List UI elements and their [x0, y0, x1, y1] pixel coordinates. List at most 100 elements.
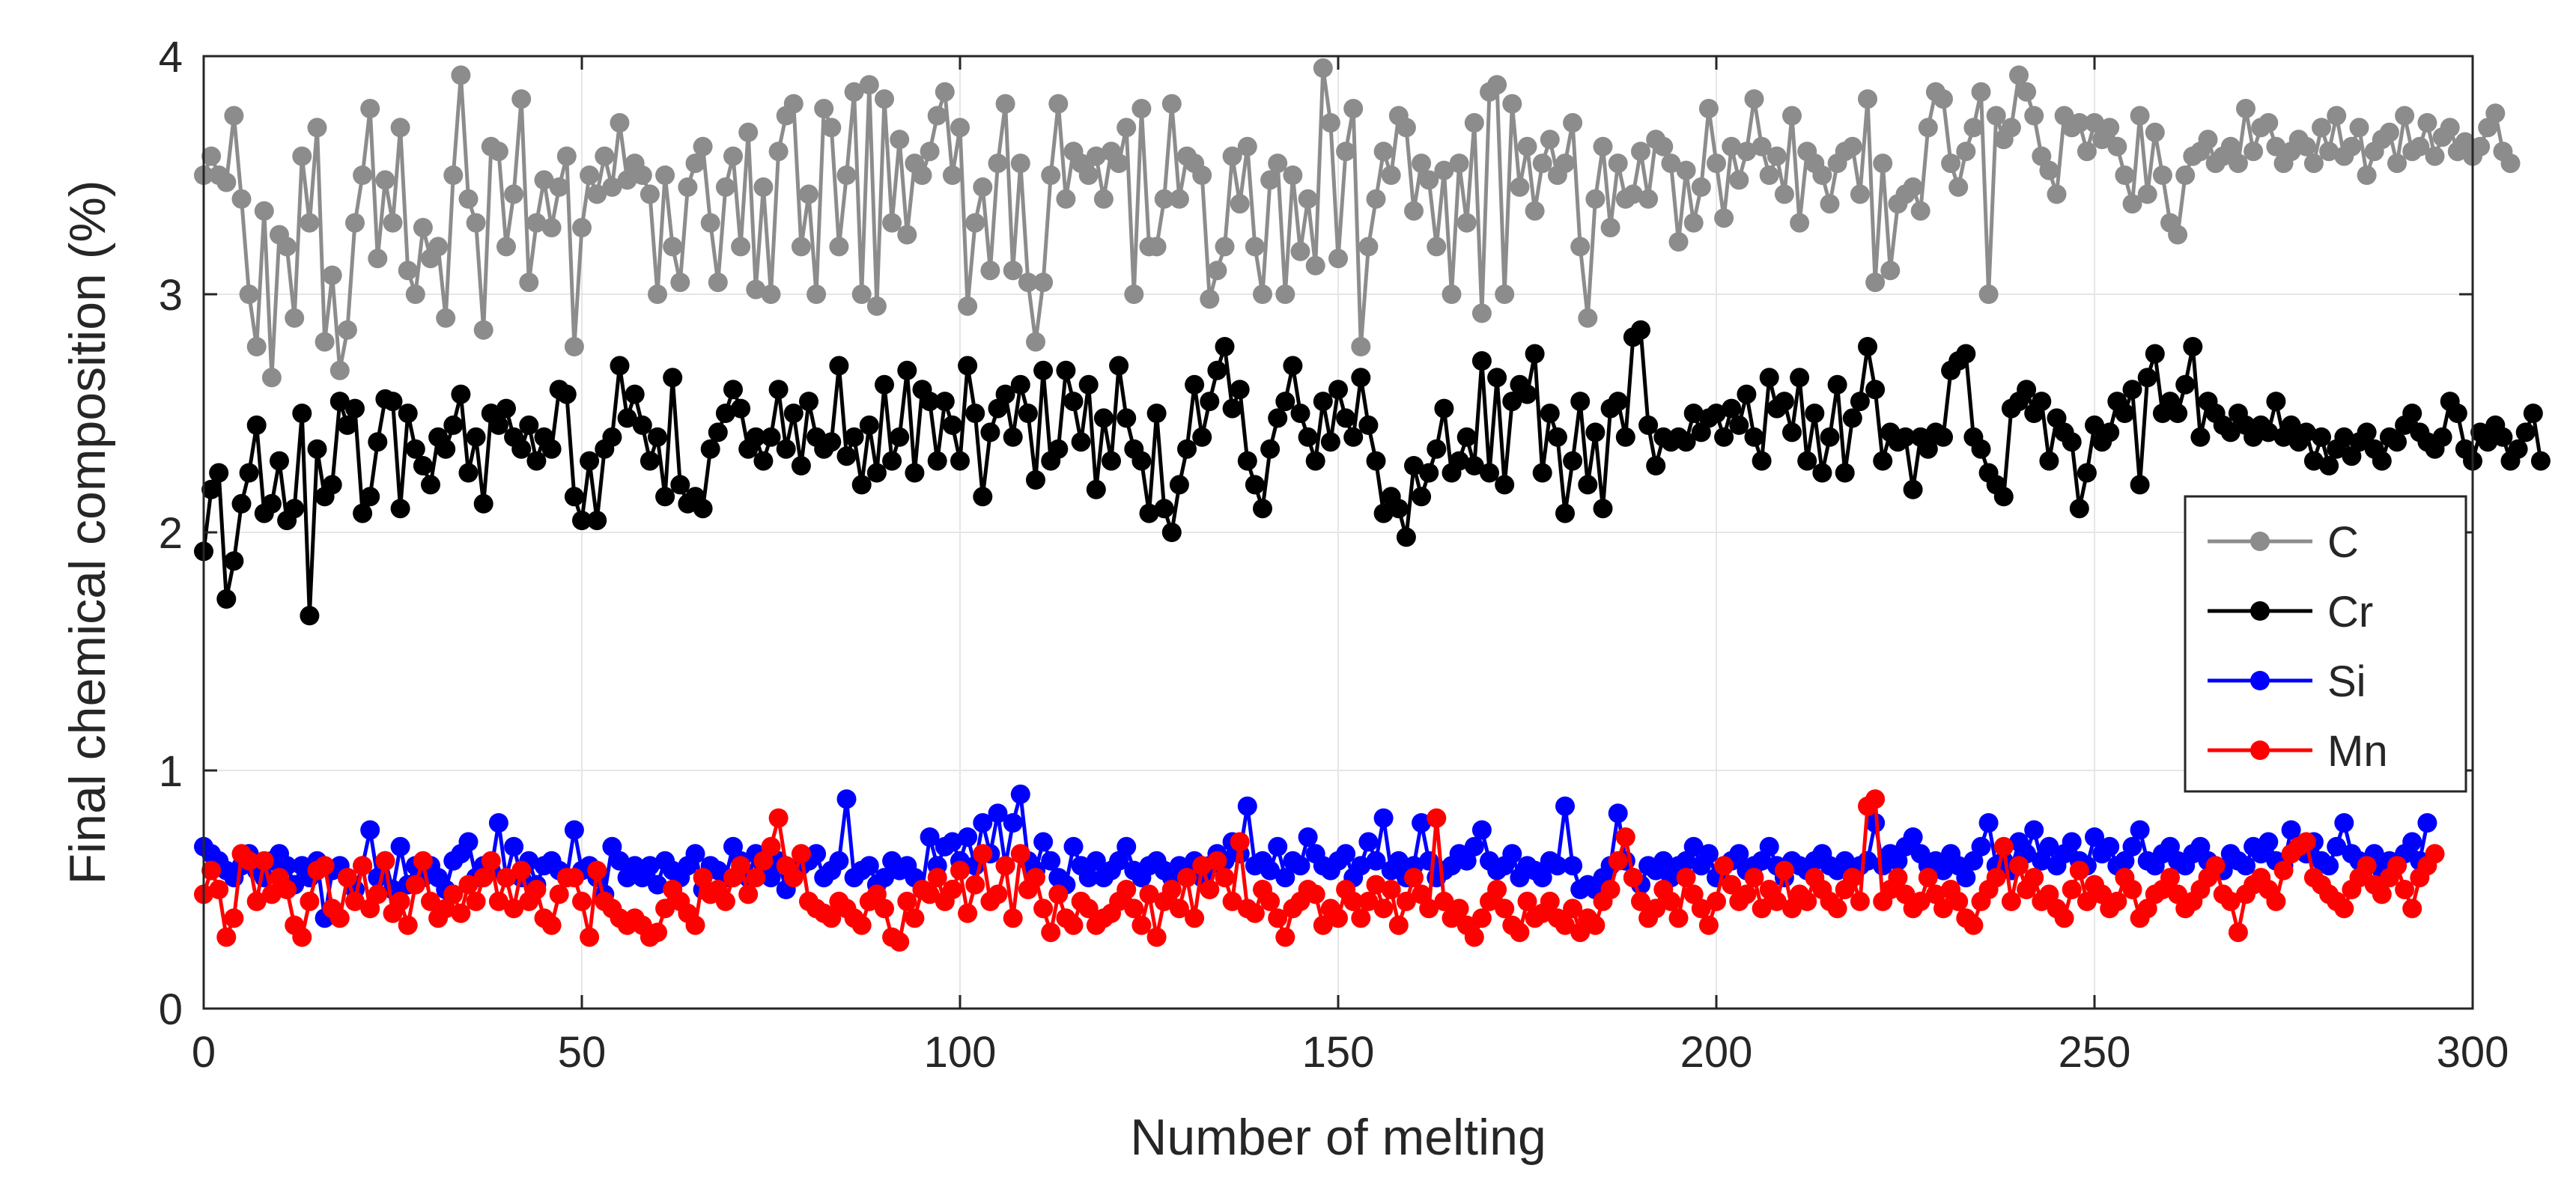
- data-point-mn: [1169, 898, 1189, 919]
- data-point-mn: [2387, 856, 2407, 876]
- data-point-c: [942, 165, 962, 185]
- data-point-cr: [761, 427, 781, 447]
- data-point-mn: [1540, 891, 1560, 911]
- data-point-mn: [2402, 898, 2422, 919]
- data-point-mn: [2266, 891, 2286, 911]
- data-point-mn: [329, 908, 350, 928]
- data-point-mn: [1570, 922, 1591, 943]
- data-point-c: [1812, 165, 1832, 185]
- data-point-mn: [2024, 868, 2044, 888]
- data-point-mn: [261, 884, 282, 904]
- data-point-cr: [345, 398, 365, 419]
- data-point-cr: [1313, 392, 1333, 412]
- data-point-mn: [1623, 868, 1643, 888]
- data-point-cr: [1434, 398, 1454, 419]
- data-point-si: [1933, 860, 1953, 881]
- data-point-c: [1971, 82, 1991, 102]
- data-point-mn: [1797, 891, 1817, 911]
- data-point-mn: [353, 856, 373, 876]
- data-point-c: [746, 279, 766, 299]
- data-point-mn: [731, 856, 751, 876]
- data-point-cr: [1063, 392, 1084, 412]
- data-point-cr: [890, 427, 910, 447]
- data-point-c: [1570, 237, 1591, 257]
- data-point-si: [1456, 851, 1477, 871]
- data-point-mn: [890, 932, 910, 952]
- data-point-cr: [572, 511, 592, 531]
- data-point-cr: [2115, 404, 2135, 423]
- data-point-cr: [1782, 422, 1802, 443]
- data-point-cr: [2047, 408, 2067, 428]
- data-point-c: [814, 99, 834, 118]
- data-point-si: [761, 868, 781, 888]
- data-point-mn: [851, 915, 872, 935]
- data-point-c: [511, 89, 532, 109]
- data-point-mn: [496, 868, 516, 888]
- data-point-cr: [1631, 320, 1650, 340]
- data-point-cr: [1048, 439, 1069, 459]
- data-point-c: [1707, 153, 1726, 174]
- data-point-c: [1336, 142, 1356, 162]
- data-point-c: [866, 296, 887, 316]
- data-point-mn: [209, 880, 229, 899]
- data-point-c: [534, 170, 554, 190]
- data-point-mn: [1131, 915, 1152, 935]
- data-point-mn: [549, 884, 569, 904]
- data-point-c: [1903, 177, 1923, 197]
- data-point-si: [1676, 851, 1696, 871]
- data-point-si: [1041, 851, 1061, 871]
- x-tick-label: 150: [1302, 1028, 1375, 1077]
- data-point-c: [1237, 136, 1257, 156]
- data-point-si: [2258, 832, 2279, 852]
- data-point-mn: [905, 908, 925, 928]
- data-point-mn: [1343, 891, 1364, 911]
- data-point-c: [1502, 94, 1522, 114]
- data-point-mn: [224, 908, 244, 928]
- data-point-cr: [927, 451, 947, 471]
- data-point-mn: [942, 880, 962, 899]
- data-point-c: [2009, 65, 2029, 85]
- data-point-c: [912, 165, 932, 185]
- data-point-cr: [1078, 374, 1099, 395]
- data-point-cr: [246, 415, 267, 435]
- data-point-c: [1698, 99, 1719, 118]
- data-point-cr: [1805, 404, 1825, 423]
- data-point-mn: [541, 915, 562, 935]
- data-point-c: [1298, 189, 1318, 209]
- data-point-c: [549, 177, 569, 197]
- data-point-c: [2342, 136, 2362, 156]
- data-point-c: [2001, 118, 2021, 138]
- data-point-mn: [1510, 922, 1530, 943]
- data-point-si: [1109, 851, 1129, 871]
- data-point-c: [1048, 94, 1069, 114]
- legend-marker-cr: [2250, 601, 2270, 621]
- data-point-mn: [1698, 915, 1719, 935]
- data-point-c: [466, 213, 486, 233]
- data-point-c: [1086, 146, 1106, 166]
- data-point-c: [1858, 89, 1877, 109]
- data-point-cr: [1320, 432, 1340, 452]
- data-point-mn: [2001, 891, 2021, 911]
- data-point-c: [1464, 113, 1484, 133]
- data-point-cr: [1222, 398, 1242, 419]
- data-point-cr: [1200, 392, 1220, 412]
- data-point-si: [829, 851, 849, 871]
- data-point-c: [1653, 136, 1674, 156]
- data-point-cr: [882, 451, 902, 471]
- data-point-mn: [1351, 908, 1371, 928]
- data-point-c: [700, 213, 720, 233]
- data-point-c: [1714, 208, 1734, 228]
- data-point-c: [1124, 285, 1144, 304]
- data-point-cr: [980, 422, 1000, 443]
- data-point-cr: [1169, 475, 1189, 495]
- data-point-mn: [2160, 868, 2180, 888]
- data-point-mn: [950, 860, 970, 881]
- data-point-cr: [1797, 451, 1817, 471]
- legend-label-cr: Cr: [2327, 588, 2373, 636]
- data-point-c: [2145, 122, 2165, 142]
- legend: C Cr Si Mn: [2184, 495, 2467, 793]
- data-point-c: [2130, 106, 2150, 126]
- data-point-cr: [216, 589, 237, 609]
- data-point-si: [1956, 868, 1976, 888]
- data-point-cr: [2168, 404, 2188, 423]
